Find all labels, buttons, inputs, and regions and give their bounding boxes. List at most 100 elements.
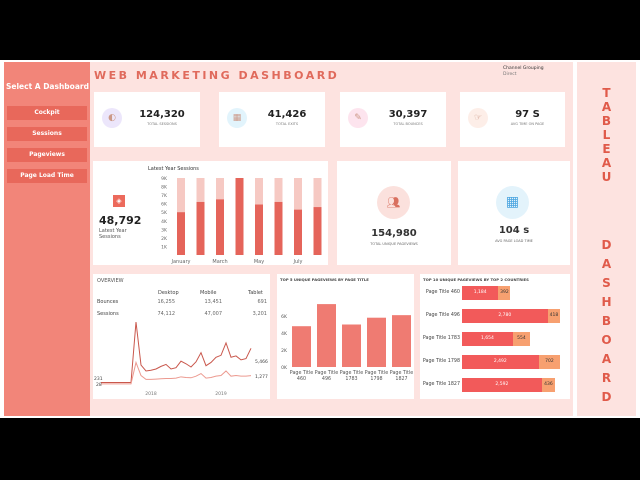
sidebar-title: Select A Dashboard [6,82,89,91]
x-tick-label: 1783 [345,376,357,382]
filter-value: Direct [503,72,517,77]
session-bar[interactable] [255,204,263,255]
users-icon: 👥︎ [377,186,410,219]
overview-title: OVERVIEW [97,278,124,284]
y-tick-label: 3K [161,227,168,233]
nav-cockpit-button[interactable]: Cockpit [7,106,87,120]
x-tick-label: May [254,259,264,265]
x-tick-label: March [212,259,227,265]
start-label: 28 [96,382,102,388]
x-tick-label: Page Title [315,370,338,376]
kpi-label: TOTAL EXITS [275,122,299,126]
country2-bar[interactable]: 702 [538,355,561,369]
top10-card: TOP 10 UNIQUE PAGEVIEWS BY TOP 2 COUNTRI… [420,274,570,399]
kpi-value: 124,320 [139,109,185,120]
row-label: Page Title 1798 [422,359,460,364]
pageview-bar[interactable] [392,315,411,367]
session-bar[interactable] [235,178,244,255]
session-bar[interactable] [177,212,185,255]
row-header: Bounces [97,299,119,305]
country1-bar[interactable]: 2,780 [462,309,548,323]
table-cell: 691 [257,299,267,305]
session-bar[interactable] [216,199,224,255]
x-tick-label: 1798 [370,376,382,382]
calendar-icon: ▦ [227,108,247,128]
side-title-letter: U [601,170,612,184]
page-title: WEB MARKETING DASHBOARD [94,69,340,82]
end-label: 5,466 [255,359,268,365]
side-title-letter: T [602,86,611,100]
table-cell: 13,451 [204,299,223,305]
row-label: Page Title 1783 [422,336,460,341]
kpi-label: AVG TIME ON PAGE [510,122,545,126]
country1-bar[interactable]: 2,492 [462,355,539,369]
side-title-letter: H [601,295,612,309]
kpi-value: 30,397 [388,109,428,120]
y-tick-label: 4K [161,219,168,225]
side-title-letter: R [601,371,612,385]
session-bar[interactable] [294,209,302,255]
y-tick-label: 4K [281,331,288,337]
country2-bar[interactable]: 418 [547,309,561,323]
country1-bar[interactable]: 2,592 [462,378,542,392]
side-title-letter: A [601,257,612,271]
column-header: Tablet [248,290,263,296]
series-line [101,360,252,385]
table-cell: 74,112 [157,311,176,317]
country2-bar[interactable]: 436 [541,378,556,392]
table-cell: 47,007 [204,311,223,317]
channel-grouping-filter[interactable]: Channel Grouping Direct [503,66,544,77]
country1-bar[interactable]: 1,184 [462,286,499,300]
table-cell: 3,201 [252,311,267,317]
start-label: 231 [94,376,103,382]
sidebar: Select A Dashboard Cockpit Sessions Page… [4,62,90,416]
load-time-value: 104 s [498,225,530,236]
side-title-letter: E [602,142,611,156]
year-label: 2018 [145,391,157,397]
country1-bar[interactable]: 1,654 [462,332,513,346]
session-bar[interactable] [274,201,283,255]
document-icon: ✎ [348,108,368,128]
side-title-letter: A [601,352,612,366]
table-cell: 16,255 [157,299,176,305]
x-tick-label: Page Title [390,370,413,376]
top10-title: TOP 10 UNIQUE PAGEVIEWS BY TOP 2 COUNTRI… [423,277,529,282]
sessions-card: ◈ 48,792 Latest Year Sessions Latest Yea… [93,161,328,265]
x-tick-label: 496 [322,376,331,382]
load-time-label: AVG PAGE LOAD TIME [495,239,533,243]
side-title-letter: L [602,128,611,142]
kpi-value: 97 S [515,109,540,120]
country2-bar[interactable]: 554 [512,332,530,346]
nav-page-load-time-button[interactable]: Page Load Time [7,169,87,183]
pageview-bar[interactable] [367,317,386,367]
session-bar[interactable] [313,207,322,255]
side-title-letter: D [601,238,612,252]
side-title-letter: D [601,390,612,404]
nav-sessions-button[interactable]: Sessions [7,127,87,141]
sessions-label: Latest Year Sessions [99,228,127,240]
y-tick-label: 7K [161,193,168,199]
session-bar[interactable] [196,201,205,255]
side-title-letter: B [601,114,612,128]
drop-icon: ◐ [102,108,122,128]
x-tick-label: Page Title [365,370,388,376]
series-line [101,321,252,383]
y-tick-label: 0K [281,365,288,371]
kpi-value: 41,426 [267,109,307,120]
kpi-label: TOTAL SESSIONS [147,122,177,126]
y-tick-label: 2K [281,348,288,354]
pageview-bar[interactable] [317,304,336,367]
y-tick-label: 5K [161,210,168,216]
nav-pageviews-button[interactable]: Pageviews [7,148,87,162]
row-label: Page Title 1827 [422,382,460,387]
kpi-card: ▦ 41,426 TOTAL EXITS [219,92,325,147]
pageview-bar[interactable] [292,326,311,367]
kpi-label: TOTAL BOUNCES [393,122,423,126]
kpi-card: ◐ 124,320 TOTAL SESSIONS [94,92,200,147]
pageview-bar[interactable] [342,324,361,368]
country2-bar[interactable]: 392 [498,286,511,300]
y-tick-label: 8K [161,185,168,191]
x-tick-label: 460 [297,376,306,382]
x-tick-label: Page Title [290,370,313,376]
